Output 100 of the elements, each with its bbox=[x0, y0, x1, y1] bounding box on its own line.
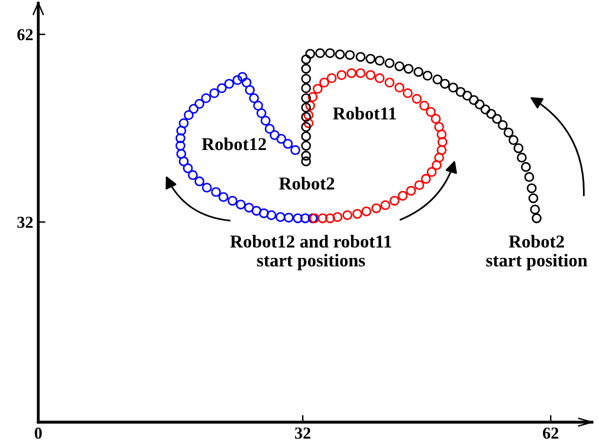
point bbox=[437, 137, 448, 147]
point bbox=[480, 104, 490, 114]
annotation: Robot12 and robot11 start positions bbox=[230, 234, 392, 270]
point bbox=[404, 64, 414, 74]
point bbox=[256, 108, 266, 118]
point bbox=[352, 208, 362, 219]
point bbox=[346, 68, 356, 78]
point bbox=[516, 152, 527, 163]
point bbox=[532, 213, 542, 224]
point bbox=[232, 75, 242, 85]
point bbox=[258, 208, 269, 218]
point bbox=[426, 167, 437, 177]
point bbox=[422, 70, 432, 81]
point bbox=[175, 140, 186, 151]
series-label: Robot12 bbox=[202, 138, 266, 150]
point bbox=[253, 100, 264, 111]
series-label: Robot2 bbox=[279, 176, 334, 190]
point bbox=[380, 200, 390, 210]
point bbox=[318, 213, 328, 224]
point bbox=[276, 134, 286, 144]
point bbox=[434, 152, 444, 163]
point bbox=[436, 130, 447, 140]
point bbox=[301, 83, 311, 94]
point bbox=[276, 212, 286, 222]
point bbox=[260, 116, 270, 126]
point bbox=[188, 104, 199, 114]
point bbox=[326, 73, 337, 84]
point bbox=[301, 74, 311, 84]
point bbox=[394, 61, 404, 72]
point bbox=[526, 183, 537, 194]
point bbox=[249, 93, 259, 104]
point bbox=[419, 100, 430, 111]
point bbox=[266, 210, 276, 220]
point bbox=[514, 143, 524, 154]
point bbox=[426, 107, 436, 117]
point bbox=[301, 150, 311, 161]
point bbox=[301, 122, 311, 132]
point bbox=[468, 95, 479, 105]
point bbox=[194, 176, 204, 186]
point bbox=[312, 84, 323, 94]
annotation: Robot2 start position bbox=[486, 234, 588, 270]
point bbox=[414, 180, 424, 190]
point bbox=[301, 93, 311, 104]
point bbox=[432, 160, 442, 170]
point bbox=[325, 213, 335, 224]
point bbox=[432, 74, 442, 84]
point bbox=[244, 85, 255, 95]
point bbox=[436, 145, 447, 156]
point bbox=[374, 56, 385, 66]
x-tick-label: 62 bbox=[542, 428, 558, 439]
point bbox=[242, 78, 252, 88]
point bbox=[504, 128, 514, 138]
point bbox=[384, 78, 394, 88]
point bbox=[384, 58, 394, 68]
point bbox=[492, 114, 502, 124]
point bbox=[420, 174, 431, 184]
point bbox=[508, 135, 518, 146]
point bbox=[430, 114, 441, 124]
point bbox=[356, 52, 366, 62]
point bbox=[184, 110, 194, 120]
point bbox=[178, 156, 189, 166]
x-tick-label: 32 bbox=[295, 428, 310, 439]
point bbox=[176, 126, 186, 136]
point bbox=[406, 186, 416, 196]
point bbox=[498, 120, 508, 130]
point bbox=[218, 192, 228, 202]
point bbox=[178, 118, 189, 128]
point bbox=[448, 82, 458, 92]
point bbox=[270, 130, 280, 140]
point bbox=[264, 124, 275, 134]
point bbox=[300, 213, 310, 224]
point bbox=[201, 93, 211, 104]
point bbox=[398, 190, 408, 201]
point bbox=[252, 206, 262, 216]
point bbox=[344, 50, 355, 60]
point bbox=[301, 140, 311, 151]
point bbox=[175, 133, 186, 144]
x-tick-label: 0 bbox=[34, 428, 42, 439]
point bbox=[402, 88, 413, 98]
point bbox=[304, 118, 314, 128]
point bbox=[308, 92, 318, 102]
point bbox=[414, 66, 424, 77]
point bbox=[315, 48, 326, 58]
point bbox=[390, 196, 400, 206]
point bbox=[194, 98, 204, 109]
point bbox=[325, 48, 335, 58]
point bbox=[292, 213, 303, 224]
point bbox=[332, 212, 342, 222]
point bbox=[335, 49, 345, 60]
point bbox=[301, 64, 311, 74]
point bbox=[366, 54, 376, 64]
point bbox=[304, 110, 314, 120]
point bbox=[474, 100, 485, 110]
point bbox=[216, 83, 227, 94]
point bbox=[301, 54, 311, 64]
point bbox=[182, 163, 193, 174]
point bbox=[244, 202, 254, 213]
point bbox=[486, 108, 496, 119]
series-label: Robot11 bbox=[332, 106, 396, 120]
point bbox=[342, 210, 352, 220]
